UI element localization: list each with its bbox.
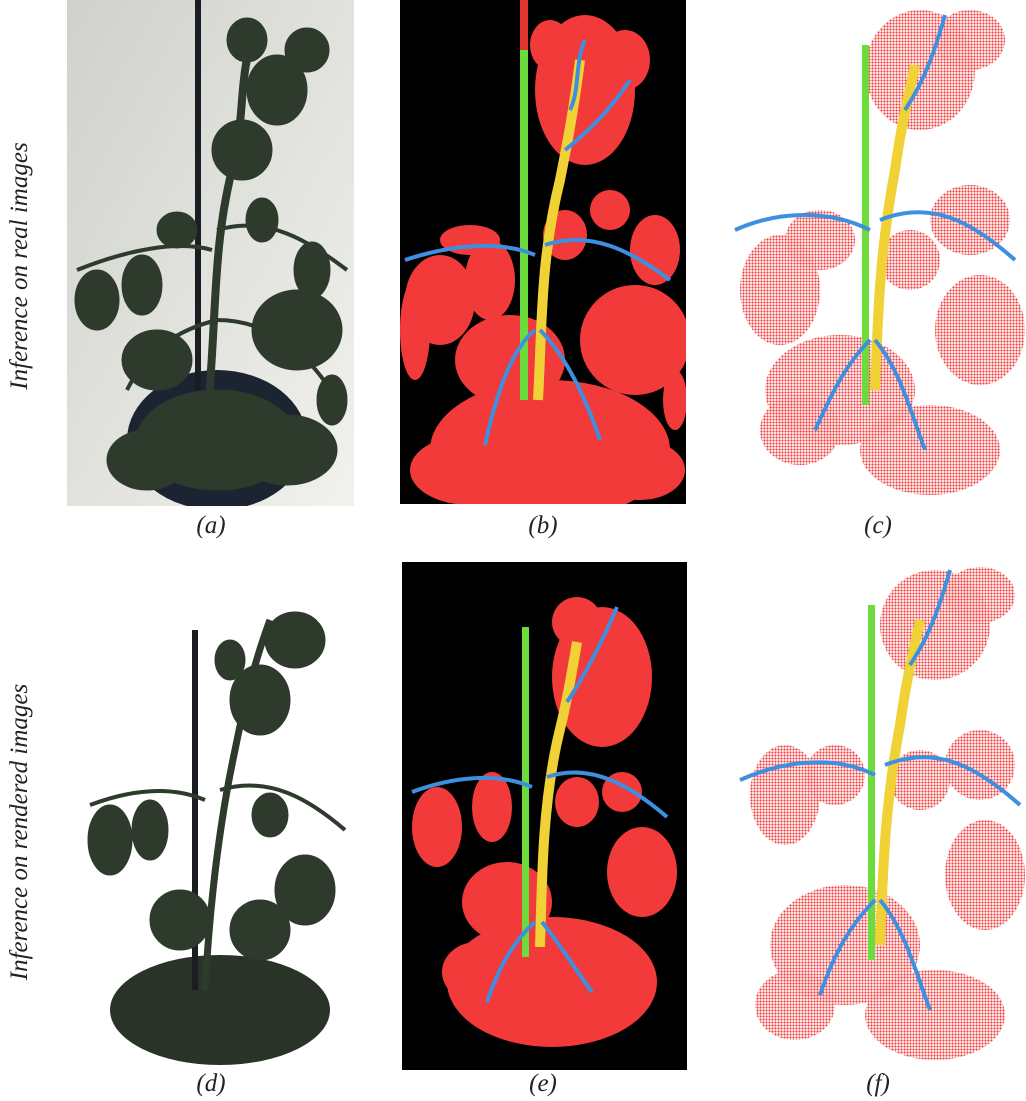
caption-f: (f) — [866, 1070, 890, 1097]
panel-d-rendered-photo — [80, 600, 350, 1070]
panel-c-point-cloud — [730, 10, 1026, 502]
row-label-real: Inference on real images — [6, 142, 33, 390]
caption-a: (a) — [196, 512, 226, 539]
panel-b-segmentation — [400, 0, 686, 504]
panel-e-segmentation — [402, 562, 687, 1070]
panel-a-real-photo — [67, 0, 354, 506]
panel-f-point-cloud — [735, 565, 1026, 1067]
row-label-rendered: Inference on rendered images — [6, 683, 33, 981]
caption-d: (d) — [196, 1070, 226, 1097]
caption-e: (e) — [529, 1070, 557, 1097]
caption-c: (c) — [864, 512, 892, 539]
caption-b: (b) — [528, 512, 558, 539]
